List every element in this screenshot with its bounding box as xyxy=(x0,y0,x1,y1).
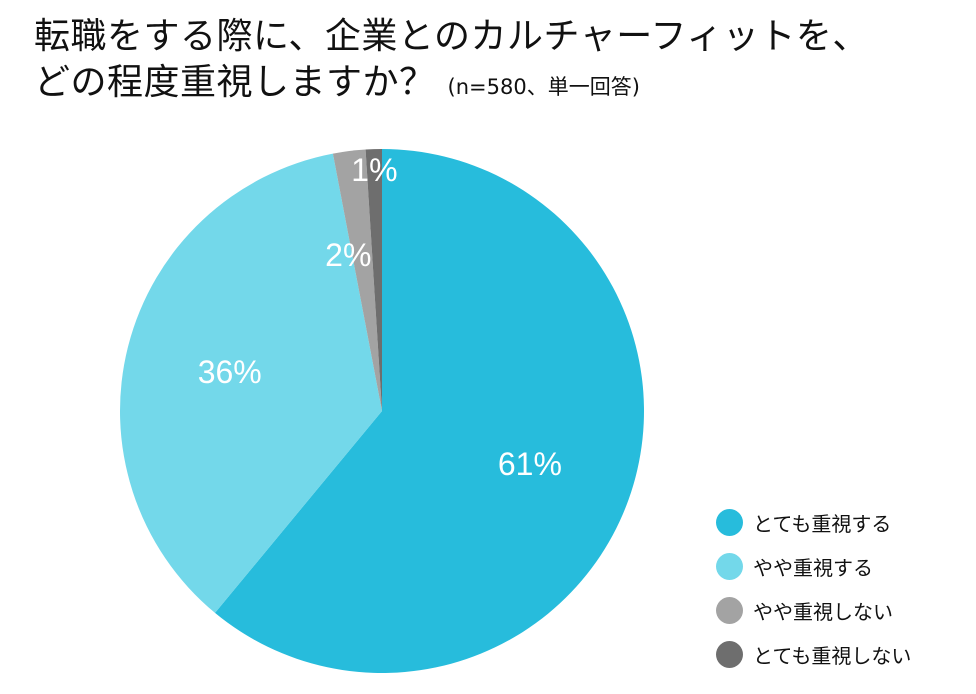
legend-item: とても重視する xyxy=(716,500,966,544)
pie-slice xyxy=(332,149,382,411)
legend-swatch xyxy=(716,596,743,624)
legend-swatch xyxy=(716,508,743,536)
legend-swatch xyxy=(716,640,743,668)
chart-title: 転職をする際に、企業とのカルチャーフィットを、 どの程度重視しますか？ (n=58… xyxy=(34,14,964,110)
slice-value-label: 36% xyxy=(198,354,262,390)
pie-slice xyxy=(214,149,645,673)
legend-label: とても重視しない xyxy=(753,643,912,668)
legend-item: やや重視しない xyxy=(716,588,966,632)
chart-title-line-1: 転職をする際に、企業とのカルチャーフィットを、 xyxy=(34,16,869,57)
sample-size-note: (n=580、単一回答) xyxy=(447,75,640,99)
chart-title-question: どの程度重視しますか？ xyxy=(34,62,436,103)
legend-item: とても重視しない xyxy=(716,632,966,676)
slice-value-label: 61% xyxy=(498,446,562,482)
legend-label: とても重視する xyxy=(753,511,892,536)
legend-label: やや重視する xyxy=(753,555,873,580)
legend-label: やや重視しない xyxy=(753,599,893,624)
legend-swatch xyxy=(716,552,743,580)
pie-slice xyxy=(365,149,382,411)
pie-slice xyxy=(120,153,383,613)
slice-value-label: 2% xyxy=(325,237,371,273)
chart-legend: とても重視する やや重視する やや重視しない とても重視しない xyxy=(716,500,966,676)
chart-title-line-2: どの程度重視しますか？ (n=580、単一回答) xyxy=(34,60,964,110)
slice-value-label: 1% xyxy=(351,152,397,188)
legend-item: やや重視する xyxy=(716,544,966,588)
